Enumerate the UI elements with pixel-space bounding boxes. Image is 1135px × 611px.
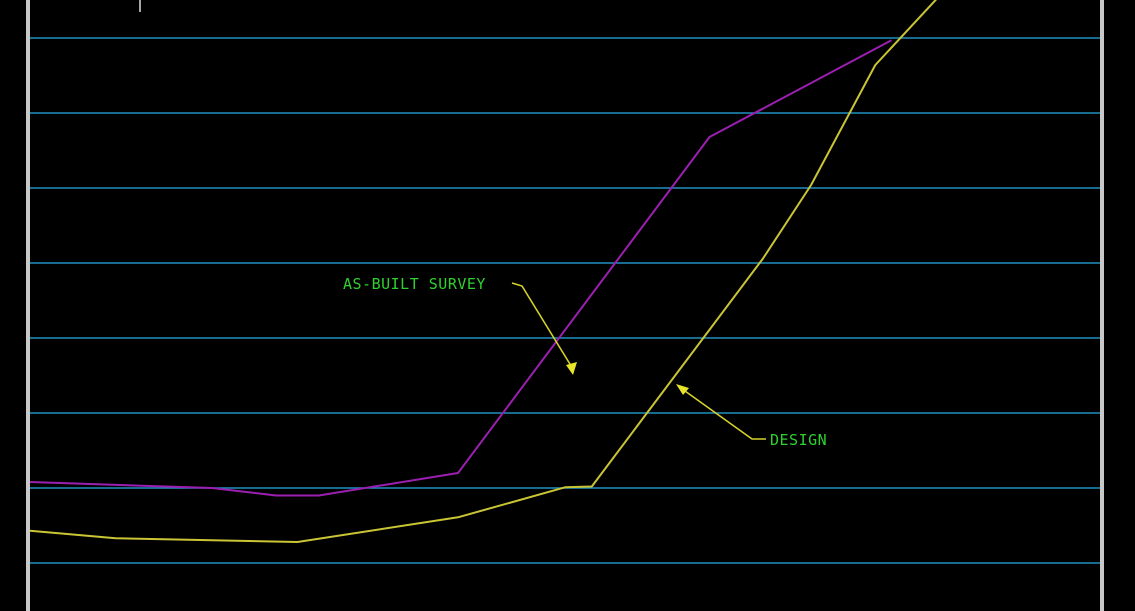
design-label: DESIGN xyxy=(770,431,827,449)
series-lines xyxy=(29,0,937,543)
as-built-survey-label: AS-BUILT SURVEY xyxy=(343,275,486,293)
as-built-leader-line xyxy=(511,282,574,370)
right-border xyxy=(1100,0,1104,611)
left-border xyxy=(26,0,30,611)
design-leader-line xyxy=(677,385,766,440)
as-built-leader-arrow xyxy=(566,362,577,375)
annotations: AS-BUILT SURVEY DESIGN xyxy=(343,275,827,449)
design-line xyxy=(29,0,937,543)
design-leader-arrow xyxy=(676,384,689,395)
as-built-survey-line xyxy=(29,39,892,497)
